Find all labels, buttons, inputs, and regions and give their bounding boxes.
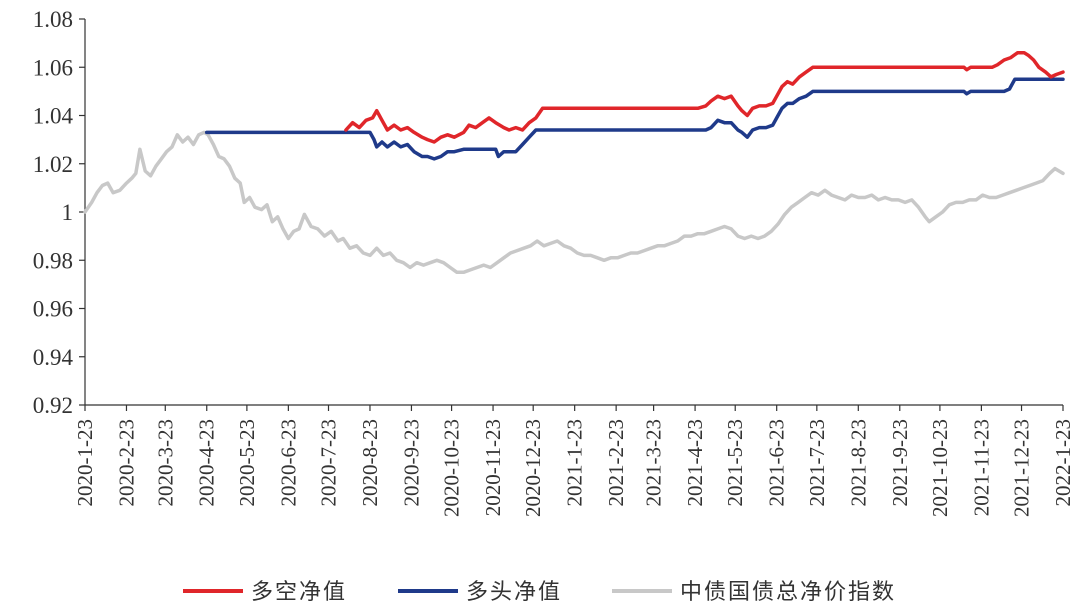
- x-tick-label: 2020-2-23: [114, 419, 138, 507]
- y-tick-label: 0.96: [33, 297, 73, 322]
- x-tick-label: 2021-5-23: [723, 419, 747, 507]
- y-tick-label: 1.08: [33, 7, 73, 32]
- x-tick-label: 2020-11-23: [481, 419, 505, 516]
- y-tick-label: 1: [62, 200, 74, 225]
- legend-label-bond-index: 中债国债总净价指数: [680, 580, 896, 605]
- y-tick-label: 1.02: [33, 152, 73, 177]
- y-tick-label: 0.94: [33, 345, 74, 370]
- x-tick-label: 2021-12-23: [1010, 419, 1034, 517]
- y-tick-label: 1.04: [33, 104, 74, 129]
- x-tick-label: 2020-9-23: [399, 419, 423, 507]
- x-tick-label: 2020-1-23: [73, 419, 97, 507]
- series-layer: [83, 51, 1065, 275]
- x-tick-label: 2020-4-23: [195, 419, 219, 507]
- x-tick-label: 2021-10-23: [928, 419, 952, 517]
- x-tick-label: 2021-6-23: [765, 419, 789, 507]
- x-tick-label: 2021-1-23: [563, 419, 587, 507]
- x-tick-label: 2020-3-23: [153, 419, 177, 507]
- y-axis: 0.92 0.94 0.96 0.98 1 1.02 1.04 1.06 1.08: [33, 7, 86, 418]
- series-line-long-only-nav: [204, 77, 1065, 161]
- x-tick-label: 2021-11-23: [969, 419, 993, 516]
- x-tick-label: 2021-9-23: [888, 419, 912, 507]
- series-line-bond-index: [83, 130, 1065, 275]
- x-tick-label: 2021-7-23: [805, 419, 829, 507]
- x-tick-label: 2021-4-23: [683, 419, 707, 507]
- x-tick-label: 2020-7-23: [316, 419, 340, 507]
- x-tick-label: 2020-8-23: [358, 419, 382, 507]
- x-tick-label: 2020-5-23: [235, 419, 259, 507]
- series-line-long-short-nav: [344, 51, 1065, 144]
- y-tick-label: 0.98: [33, 248, 73, 273]
- x-axis: 2020-1-23 2020-2-23 2020-3-23 2020-4-23 2020…: [73, 404, 1075, 517]
- x-tick-label: 2020-10-23: [440, 419, 464, 517]
- x-tick-label: 2022-1-23: [1051, 419, 1075, 507]
- x-tick-label: 2021-3-23: [642, 419, 666, 507]
- legend-label-long-only-nav: 多头净值: [466, 580, 562, 605]
- x-tick-label: 2020-6-23: [276, 419, 300, 507]
- legend: 多空净值 多头净值 中债国债总净价指数: [183, 580, 896, 605]
- y-tick-label: 1.06: [33, 55, 73, 80]
- legend-label-long-short-nav: 多空净值: [251, 580, 347, 605]
- x-tick-label: 2021-2-23: [604, 419, 628, 507]
- x-tick-label: 2021-8-23: [846, 419, 870, 507]
- y-tick-label: 0.92: [33, 393, 73, 418]
- x-tick-label: 2020-12-23: [521, 419, 545, 517]
